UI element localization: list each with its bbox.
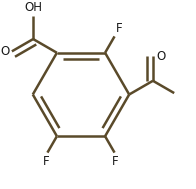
Text: F: F [112,155,119,168]
Text: OH: OH [24,1,42,14]
Text: O: O [0,45,10,58]
Text: O: O [156,50,166,63]
Text: F: F [43,155,50,168]
Text: F: F [115,22,122,36]
